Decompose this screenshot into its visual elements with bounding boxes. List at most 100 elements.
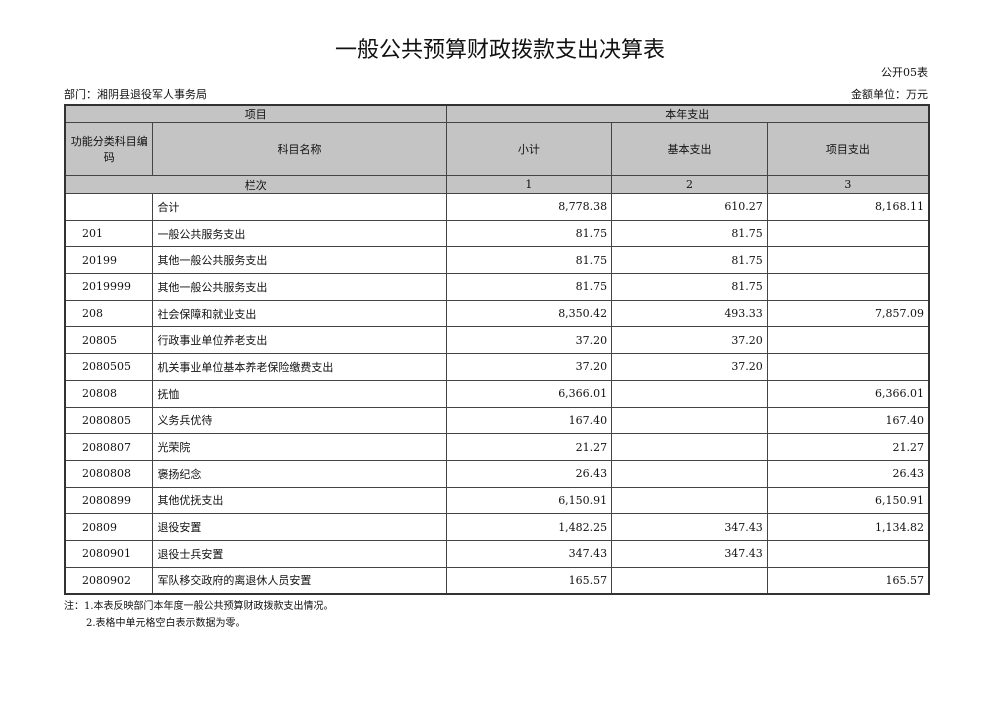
cell-project: 165.57 [766,566,930,595]
cell-basic [611,566,768,595]
cell-subtotal: 1,482.25 [445,513,613,541]
header-idx2: 2 [611,175,768,194]
cell-name: 一般公共服务支出 [152,219,447,248]
table-row: 20805 行政事业单位养老支出 37.20 37.20 [64,326,930,355]
header-subtotal: 小计 [445,122,613,176]
cell-project: 167.40 [766,406,930,435]
cell-name: 军队移交政府的离退休人员安置 [152,566,447,595]
cell-subtotal: 165.57 [445,566,613,595]
cell-project [766,219,930,248]
cell-project: 21.27 [766,433,930,461]
cell-basic [611,486,768,515]
cell-name: 褒扬纪念 [152,459,447,488]
cell-basic: 37.20 [611,353,768,381]
cell-name: 其他优抚支出 [152,486,447,515]
cell-subtotal: 347.43 [445,539,613,568]
cell-basic: 81.75 [611,273,768,301]
cell-name: 光荣院 [152,433,447,461]
expenditure-table: 项目 本年支出 功能分类科目编码 科目名称 小计 基本支出 项目支出 栏次 1 2 3 合计 8,… [64,104,930,596]
header-name: 科目名称 [152,122,447,176]
cell-name: 合计 [152,193,447,221]
cell-name: 其他一般公共服务支出 [152,273,447,301]
cell-name: 抚恤 [152,379,447,408]
cell-subtotal: 81.75 [445,219,613,248]
cell-name: 行政事业单位养老支出 [152,326,447,355]
cell-basic [611,459,768,488]
cell-code: 20808 [64,379,154,408]
cell-basic: 610.27 [611,193,768,221]
cell-name: 退役安置 [152,513,447,541]
table-row: 208 社会保障和就业支出 8,350.42 493.33 7,857.09 [64,299,930,328]
header-project: 项目 [64,104,447,123]
cell-project [766,326,930,355]
table-row: 2019999 其他一般公共服务支出 81.75 81.75 [64,273,930,301]
header-idx1: 1 [445,175,613,194]
cell-subtotal: 26.43 [445,459,613,488]
cell-basic [611,379,768,408]
cell-project [766,353,930,381]
header-column-index: 栏次 [64,175,447,194]
cell-code: 2080808 [64,459,154,488]
cell-project [766,246,930,275]
cell-subtotal: 81.75 [445,273,613,301]
table-row: 20199 其他一般公共服务支出 81.75 81.75 [64,246,930,275]
cell-code: 2080807 [64,433,154,461]
cell-basic: 347.43 [611,539,768,568]
table-row: 合计 8,778.38 610.27 8,168.11 [64,193,930,221]
cell-project: 8,168.11 [766,193,930,221]
cell-project: 1,134.82 [766,513,930,541]
notes: 注：1.本表反映部门本年度一般公共预算财政拨款支出情况。 2.表格中单元格空白表… [64,598,334,632]
cell-code: 2080805 [64,406,154,435]
note-2: 2.表格中单元格空白表示数据为零。 [86,618,246,629]
cell-code: 201 [64,219,154,248]
cell-name: 社会保障和就业支出 [152,299,447,328]
table-row: 20808 抚恤 6,366.01 6,366.01 [64,379,930,408]
table-row: 2080901 退役士兵安置 347.43 347.43 [64,539,930,568]
cell-project [766,273,930,301]
unit-label: 金额单位：万元 [851,88,928,101]
cell-name: 其他一般公共服务支出 [152,246,447,275]
table-row: 201 一般公共服务支出 81.75 81.75 [64,219,930,248]
cell-project: 26.43 [766,459,930,488]
cell-subtotal: 6,366.01 [445,379,613,408]
table-row: 2080505 机关事业单位基本养老保险缴费支出 37.20 37.20 [64,353,930,381]
table-row: 2080808 褒扬纪念 26.43 26.43 [64,459,930,488]
form-code: 公开05表 [881,66,928,79]
cell-project: 7,857.09 [766,299,930,328]
cell-code: 20805 [64,326,154,355]
cell-name: 机关事业单位基本养老保险缴费支出 [152,353,447,381]
header-this-year: 本年支出 [445,104,930,123]
cell-basic: 347.43 [611,513,768,541]
cell-code: 2019999 [64,273,154,301]
department-label: 部门：湘阴县退役军人事务局 [64,88,207,101]
cell-name: 退役士兵安置 [152,539,447,568]
table-row: 2080899 其他优抚支出 6,150.91 6,150.91 [64,486,930,515]
cell-basic: 493.33 [611,299,768,328]
cell-subtotal: 6,150.91 [445,486,613,515]
cell-basic: 81.75 [611,219,768,248]
cell-subtotal: 21.27 [445,433,613,461]
cell-code: 2080902 [64,566,154,595]
page-title: 一般公共预算财政拨款支出决算表 [334,38,665,63]
cell-project: 6,366.01 [766,379,930,408]
note-1: 注：1.本表反映部门本年度一般公共预算财政拨款支出情况。 [64,601,334,612]
header-project-exp: 项目支出 [766,122,930,176]
table-row: 2080902 军队移交政府的离退休人员安置 165.57 165.57 [64,566,930,595]
table-row: 2080805 义务兵优待 167.40 167.40 [64,406,930,435]
cell-basic: 37.20 [611,326,768,355]
cell-code: 208 [64,299,154,328]
cell-subtotal: 37.20 [445,326,613,355]
cell-subtotal: 81.75 [445,246,613,275]
table-row: 2080807 光荣院 21.27 21.27 [64,433,930,461]
header-code: 功能分类科目编码 [64,122,154,176]
cell-code: 2080901 [64,539,154,568]
header-basic: 基本支出 [611,122,768,176]
table-row: 20809 退役安置 1,482.25 347.43 1,134.82 [64,513,930,541]
cell-code: 2080505 [64,353,154,381]
cell-subtotal: 8,778.38 [445,193,613,221]
cell-code: 20809 [64,513,154,541]
cell-project [766,539,930,568]
cell-basic [611,433,768,461]
header-idx3: 3 [766,175,930,194]
cell-code [64,193,154,221]
